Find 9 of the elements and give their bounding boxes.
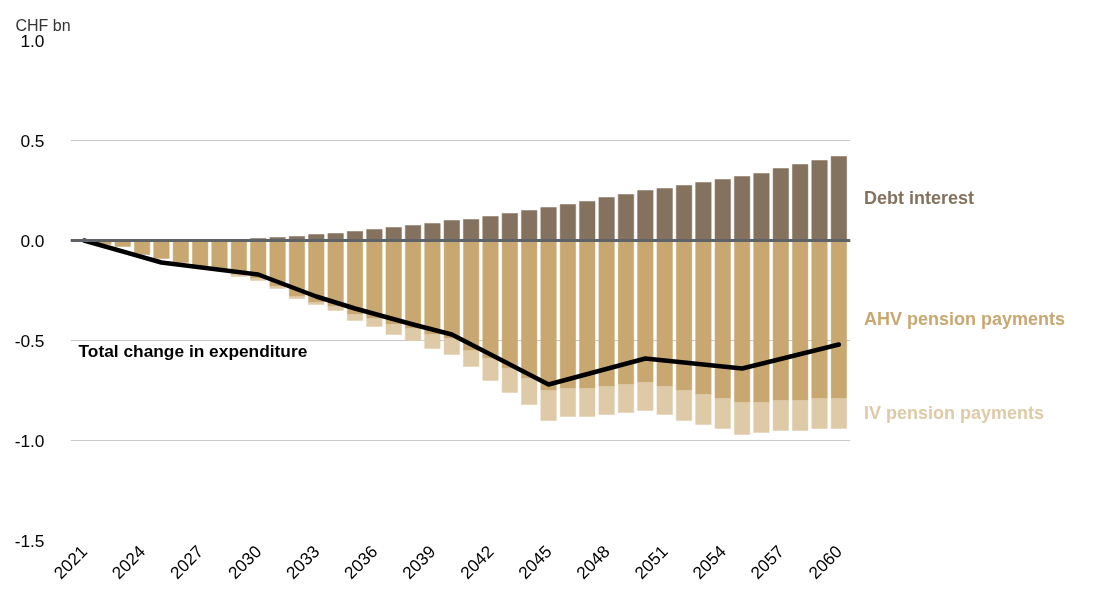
text: Total change in expenditure bbox=[78, 340, 308, 361]
series-label: IV pension payments bbox=[864, 402, 1045, 425]
y-tick-label: -1.5 bbox=[14, 530, 45, 551]
y-tick-label: -1.0 bbox=[14, 430, 45, 451]
y-tick-label: 0.5 bbox=[20, 130, 45, 151]
y-tick-label: 0.0 bbox=[20, 230, 45, 251]
y-tick-label: -0.5 bbox=[14, 330, 45, 351]
series-label: AHV pension payments bbox=[864, 308, 1066, 331]
series-label: Debt interest bbox=[864, 187, 975, 210]
